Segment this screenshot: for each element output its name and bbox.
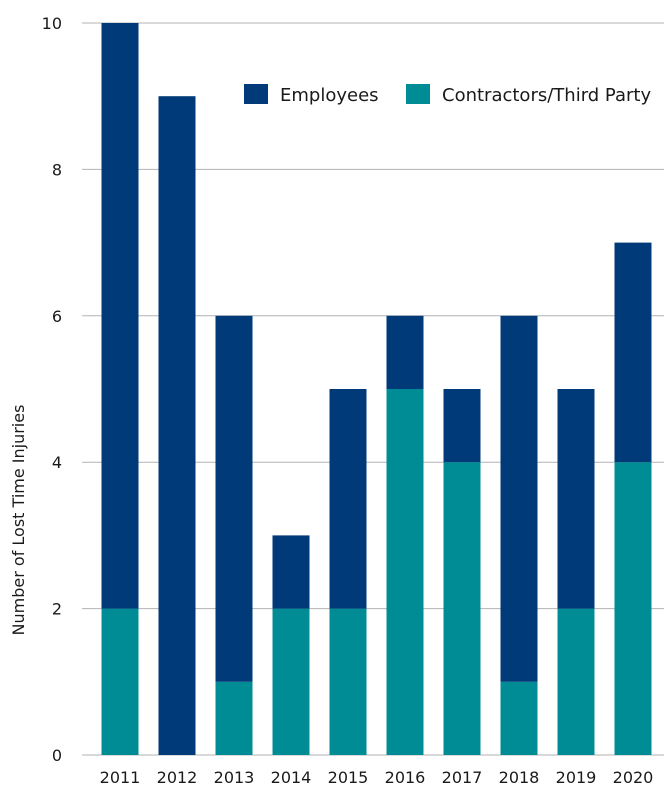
legend-label-employees: Employees	[280, 85, 379, 106]
bars	[102, 23, 652, 755]
bar-2011-employees	[102, 23, 139, 609]
y-tick-label: 0	[52, 746, 62, 765]
x-tick-label: 2017	[442, 768, 483, 787]
x-tick-label: 2020	[613, 768, 654, 787]
x-tick-labels: 2011 2012 2013 2014 2015 2016 2017 2018 2019 2020	[100, 768, 654, 787]
x-tick-label: 2013	[214, 768, 255, 787]
y-tick-labels: 0 2 4 6 8 10	[42, 14, 62, 765]
x-tick-label: 2012	[157, 768, 198, 787]
x-tick-label: 2014	[271, 768, 312, 787]
x-tick-label: 2015	[328, 768, 369, 787]
legend-label-contractors: Contractors/Third Party	[442, 85, 651, 106]
legend-swatch-employees	[244, 84, 268, 104]
x-tick-label: 2019	[556, 768, 597, 787]
bar-2018-employees	[501, 316, 538, 682]
bar-2017-contractors	[444, 462, 481, 755]
bar-2020-contractors	[615, 462, 652, 755]
y-tick-label: 8	[52, 160, 62, 179]
y-tick-label: 4	[52, 453, 62, 472]
bar-2012-employees	[159, 96, 196, 755]
bar-2016-employees	[387, 316, 424, 389]
bar-2019-contractors	[558, 609, 595, 755]
y-axis-title: Number of Lost Time Injuries	[9, 405, 28, 636]
y-tick-label: 10	[42, 14, 62, 33]
bar-2016-contractors	[387, 389, 424, 755]
legend-swatch-contractors	[406, 84, 430, 104]
bar-2015-contractors	[330, 609, 367, 755]
bar-2019-employees	[558, 389, 595, 609]
bar-2014-employees	[273, 535, 310, 608]
legend: Employees Contractors/Third Party	[244, 84, 651, 106]
bar-2014-contractors	[273, 609, 310, 755]
x-tick-label: 2018	[499, 768, 540, 787]
bar-2013-employees	[216, 316, 253, 682]
bar-2018-contractors	[501, 682, 538, 755]
bar-2020-employees	[615, 243, 652, 463]
bar-2011-contractors	[102, 609, 139, 755]
bar-2017-employees	[444, 389, 481, 462]
bar-2015-employees	[330, 389, 367, 609]
x-tick-label: 2016	[385, 768, 426, 787]
bar-2013-contractors	[216, 682, 253, 755]
y-tick-label: 6	[52, 307, 62, 326]
y-tick-label: 2	[52, 600, 62, 619]
x-tick-label: 2011	[100, 768, 141, 787]
